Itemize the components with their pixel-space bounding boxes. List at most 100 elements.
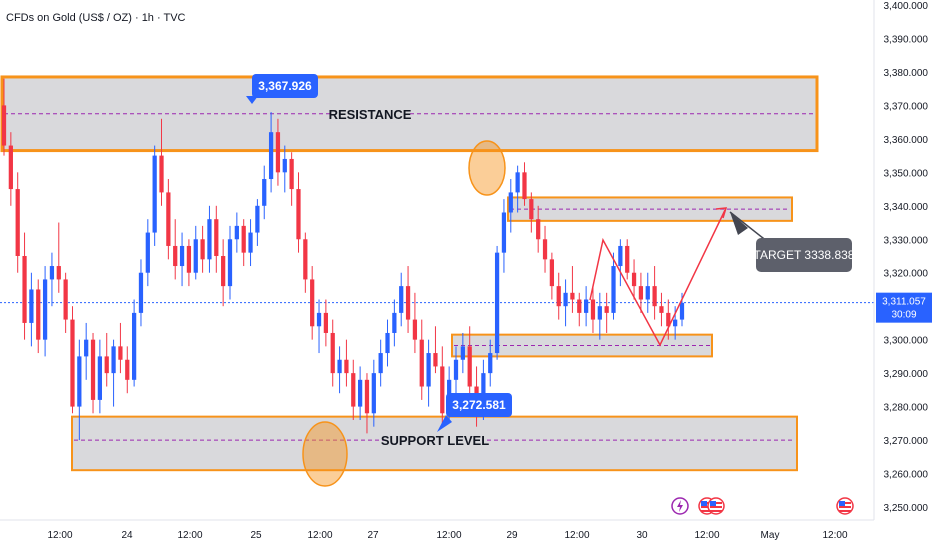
candle-body xyxy=(255,205,260,233)
candle-body xyxy=(145,232,150,273)
candle-body xyxy=(536,219,541,240)
candle-body xyxy=(248,232,253,253)
candle-body xyxy=(371,373,376,414)
time-tick-label: 27 xyxy=(367,530,379,541)
candle-body xyxy=(166,192,171,246)
candle-body xyxy=(289,158,294,190)
candle-body xyxy=(666,312,671,327)
candle-body xyxy=(625,245,630,273)
candle-body xyxy=(186,245,192,273)
candle-body xyxy=(433,353,438,367)
price-tick-label: 3,250.000 xyxy=(884,503,929,514)
time-tick-label: 29 xyxy=(506,530,518,541)
candle-body xyxy=(70,319,75,407)
time-tick-label: 25 xyxy=(250,530,262,541)
time-axis[interactable]: 12:00 24 12:00 25 12:00 27 12:00 29 12:00 30 12:00… xyxy=(47,530,847,541)
time-tick-label: May xyxy=(761,530,780,541)
candle-body xyxy=(673,319,678,327)
candle-body xyxy=(275,132,281,173)
time-tick-label: 12:00 xyxy=(694,530,719,541)
candle-body xyxy=(652,286,657,307)
support-label-background xyxy=(388,431,482,450)
candle-body xyxy=(467,346,472,387)
highlight-circle-top xyxy=(468,140,506,196)
candle-countdown: 30:09 xyxy=(891,310,916,321)
candle-body xyxy=(90,339,96,400)
candle-body xyxy=(488,353,493,374)
candle-body xyxy=(125,359,130,380)
price-tick-label: 3,380.000 xyxy=(884,68,929,79)
last-price-badge: 3,311.057 30:09 xyxy=(876,292,932,323)
candle-body xyxy=(221,256,226,287)
candle-body xyxy=(618,245,623,267)
title-background xyxy=(0,8,162,26)
candle-body xyxy=(8,145,13,190)
candle-body xyxy=(1,105,7,146)
candle-body xyxy=(173,245,178,267)
candle-body xyxy=(138,272,144,313)
candle-body xyxy=(118,346,123,360)
support-label: SUPPORT LEVEL xyxy=(381,433,489,448)
candle-body xyxy=(97,356,103,400)
candle-body xyxy=(29,289,34,323)
price-tick-label: 3,340.000 xyxy=(884,202,929,213)
time-tick-label: 12:00 xyxy=(436,530,461,541)
candle-body xyxy=(426,353,431,387)
candle-body xyxy=(262,179,267,206)
candle-body xyxy=(214,219,219,256)
candle-body xyxy=(351,373,356,407)
candle-body xyxy=(207,219,212,260)
last-price-value: 3,311.057 xyxy=(882,297,926,308)
candle-body xyxy=(563,292,568,307)
candle-body xyxy=(385,332,390,354)
candle-body xyxy=(63,279,68,320)
candle-body xyxy=(399,286,404,313)
candle-body xyxy=(440,366,445,414)
candle-body xyxy=(22,256,27,323)
candle-body xyxy=(515,172,520,193)
candle-body xyxy=(234,225,239,240)
candle-body xyxy=(405,286,411,320)
candle-body xyxy=(542,239,548,260)
candle-body xyxy=(330,332,335,374)
price-tick-label: 3,350.000 xyxy=(884,168,929,179)
time-tick-label: 30 xyxy=(636,530,648,541)
candle-body xyxy=(392,312,397,333)
candle-body xyxy=(131,312,137,380)
candle-body xyxy=(577,299,582,313)
callout-high-text: 3,367.926 xyxy=(258,79,312,93)
candle-body xyxy=(611,266,616,313)
candle-body xyxy=(323,312,329,333)
price-tick-label: 3,390.000 xyxy=(884,34,929,45)
candle-body xyxy=(597,306,602,320)
price-tick-label: 3,270.000 xyxy=(884,436,929,447)
us-flag-event-icon-3[interactable] xyxy=(836,497,854,515)
time-tick-label: 12:00 xyxy=(564,530,589,541)
price-tick-label: 3,280.000 xyxy=(884,403,929,414)
candle-body xyxy=(344,359,349,374)
price-tick-label: 3,370.000 xyxy=(884,101,929,112)
candle-body xyxy=(84,339,89,357)
candle-body xyxy=(529,199,534,220)
highlight-circle-bottom xyxy=(302,421,348,487)
candle-body xyxy=(453,359,459,380)
price-tick-label: 3,330.000 xyxy=(884,235,929,246)
candle-body xyxy=(583,299,589,313)
candle-body xyxy=(357,379,363,407)
candle-body xyxy=(296,189,301,240)
us-flag-event-icon-2[interactable] xyxy=(707,497,725,515)
price-tick-label: 3,290.000 xyxy=(884,369,929,380)
candle-body xyxy=(152,155,157,233)
candle-body xyxy=(631,272,637,287)
time-tick-label: 12:00 xyxy=(47,530,72,541)
callout-high: 3,367.926 xyxy=(246,74,318,104)
candle-body xyxy=(556,286,561,307)
callout-low-text: 3,272.581 xyxy=(452,398,506,412)
price-tick-label: 3,400.000 xyxy=(884,1,929,12)
candle-body xyxy=(337,359,342,374)
price-tick-label: 3,260.000 xyxy=(884,470,929,481)
candle-body xyxy=(638,286,644,300)
candle-body xyxy=(645,286,650,300)
price-tick-label: 3,360.000 xyxy=(884,135,929,146)
